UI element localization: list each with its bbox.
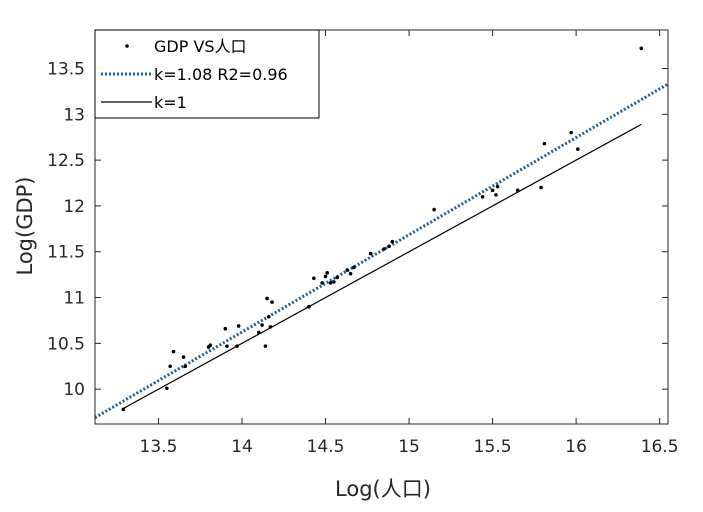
axes-frame	[94, 29, 669, 425]
data-point	[328, 281, 333, 285]
data-point	[542, 141, 547, 146]
data-point	[181, 355, 186, 359]
y-tick-label: 11.5	[47, 243, 85, 263]
x-tick-label: 15	[398, 437, 420, 457]
x-axis-label: Log(人口)	[335, 477, 431, 501]
legend-marker-points	[125, 44, 129, 48]
y-tick-label: 12	[63, 197, 85, 217]
legend-label-scatter: GDP VS人口	[154, 37, 247, 56]
data-point	[490, 188, 495, 193]
data-point	[332, 280, 336, 284]
data-point	[265, 296, 269, 301]
x-tick-label: 14	[231, 437, 253, 457]
data-point	[323, 274, 328, 279]
y-tick-label: 13.5	[47, 59, 85, 79]
data-point	[235, 344, 239, 348]
data-point	[307, 304, 311, 309]
data-point	[495, 184, 500, 189]
data-point	[171, 349, 176, 354]
data-point	[494, 193, 498, 197]
data-point	[515, 188, 520, 193]
data-point	[256, 330, 261, 335]
data-point	[236, 324, 241, 328]
data-point	[121, 407, 126, 412]
y-tick-label: 11	[63, 289, 85, 309]
x-tick-label: 13.5	[140, 437, 178, 457]
legend-label-fit: k=1.08 R2=0.96	[154, 65, 288, 84]
data-point	[432, 207, 436, 212]
data-point	[168, 364, 172, 369]
x-tick-label: 15.5	[474, 437, 512, 457]
data-point	[270, 300, 274, 304]
data-point	[575, 147, 580, 151]
y-tick-label: 12.5	[47, 151, 85, 171]
data-point	[320, 281, 324, 285]
data-point	[165, 386, 169, 391]
data-point	[345, 268, 350, 272]
legend: GDP VS人口 k=1.08 R2=0.96 k=1	[94, 29, 320, 119]
data-point	[223, 326, 228, 331]
data-point	[569, 130, 573, 135]
plot-area	[95, 46, 668, 419]
axes: 13.5 14 14.5 15 15.5 16 16.5 10 10.5 11 11.5 12 12.5…	[47, 29, 679, 457]
y-tick-label: 13	[63, 105, 85, 125]
y-tick-label: 10	[63, 380, 85, 400]
data-point	[266, 314, 271, 319]
data-point	[368, 251, 373, 256]
data-point	[335, 275, 340, 280]
data-point	[348, 271, 353, 276]
data-point	[390, 239, 395, 244]
y-tick-label: 10.5	[47, 334, 85, 354]
legend-box	[94, 29, 320, 119]
x-tick-label: 16.5	[641, 437, 679, 457]
fit-line	[95, 82, 668, 419]
reference-line	[123, 123, 642, 409]
data-point	[260, 323, 264, 327]
data-point	[268, 325, 273, 329]
data-point	[480, 194, 485, 199]
y-axis-label: Log(GDP)	[13, 176, 37, 275]
data-point	[639, 46, 644, 51]
data-point	[183, 364, 188, 369]
data-point	[382, 247, 386, 251]
x-tick-label: 16	[565, 437, 587, 457]
data-point	[352, 265, 356, 270]
data-point	[208, 343, 213, 348]
data-point	[312, 276, 316, 281]
legend-label-reference: k=1	[154, 93, 187, 112]
data-point	[539, 185, 543, 190]
data-point	[325, 271, 330, 275]
data-point	[387, 244, 391, 249]
data-point	[225, 344, 229, 348]
data-point	[263, 344, 268, 348]
x-tick-label: 14.5	[307, 437, 345, 457]
